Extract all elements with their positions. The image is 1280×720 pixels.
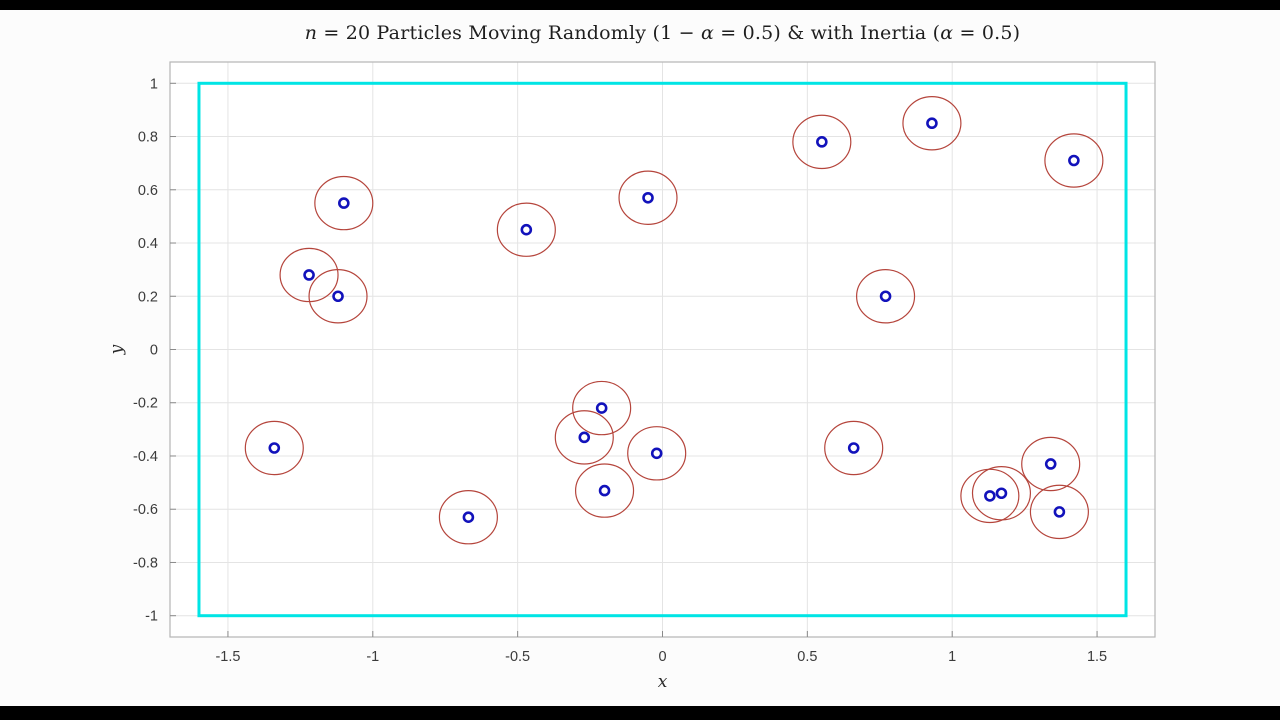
x-tick-label: 1 <box>948 649 956 665</box>
particle-marker <box>879 290 892 303</box>
y-axis-label: y <box>107 344 127 355</box>
particle-marker <box>268 442 281 454</box>
interaction-radius-circle <box>618 170 678 225</box>
title-segment: = 0.5) & with Inertia ( <box>714 22 941 44</box>
title-segment: = 0.5) <box>953 22 1021 44</box>
interaction-radius-circle <box>1021 436 1081 492</box>
particle-marker <box>338 197 350 209</box>
y-tick-label: 0.6 <box>138 183 158 199</box>
particle-marker <box>520 223 533 236</box>
interaction-radius-circle <box>856 269 916 324</box>
particle-marker <box>1068 154 1080 167</box>
figure: n = 20 Particles Moving Randomly (1 − α … <box>0 10 1280 706</box>
y-tick-label: 0.4 <box>138 236 158 252</box>
particle-marker <box>462 511 475 524</box>
y-tick-label: -0.6 <box>133 502 158 518</box>
interaction-radius-circle <box>496 202 556 257</box>
interaction-radius-circle <box>627 426 687 481</box>
particle-marker <box>847 442 860 454</box>
particle-marker <box>332 290 344 303</box>
domain-boundary <box>197 81 1128 618</box>
interaction-radius-circle <box>902 96 962 151</box>
title-segment: = 20 Particles Moving Randomly (1 − <box>317 22 701 44</box>
title-segment: α <box>940 22 954 44</box>
interaction-radius-circle <box>308 269 368 324</box>
particle-marker <box>303 269 315 281</box>
interaction-radius-circle <box>244 420 304 476</box>
particle-plot: -1.5 -1 -0.5 0 0.5 1 1.5 -1 -0.8 -0.6 -0.4 -0.2 0 0.2… <box>107 61 1156 692</box>
interaction-radius-circle <box>792 114 852 170</box>
y-tick-label: 0 <box>150 343 158 359</box>
x-tick-label: 0.5 <box>797 649 817 665</box>
x-tick-label: -1.5 <box>215 649 240 665</box>
interaction-radius-circle <box>314 175 374 231</box>
particle-marker <box>1053 506 1066 518</box>
particle-marker <box>1044 458 1057 470</box>
y-tick-label: 0.8 <box>138 130 158 146</box>
y-tick-label: -1 <box>145 609 158 625</box>
chart-title: n = 20 Particles Moving Randomly (1 − α … <box>170 22 1155 44</box>
y-tick-label: -0.4 <box>133 449 158 465</box>
title-segment: α <box>700 22 714 44</box>
particle-marker <box>984 490 996 502</box>
interaction-radius-circle <box>438 489 498 545</box>
interaction-radius-circle <box>572 380 632 436</box>
x-tick-label: 1.5 <box>1087 649 1107 665</box>
y-tick-label: 0.2 <box>138 289 158 305</box>
y-tick-label: -0.8 <box>133 555 158 571</box>
letterbox-top <box>0 0 1280 10</box>
particle-marker <box>816 136 828 148</box>
y-tick-label: -0.2 <box>133 396 158 412</box>
particle-marker <box>926 117 938 130</box>
interaction-radius-circle <box>574 463 635 518</box>
interaction-radius-circle <box>1029 484 1089 540</box>
x-tick-label: -1 <box>366 649 379 665</box>
letterbox-bottom <box>0 706 1280 720</box>
y-tick-label: 1 <box>150 76 158 92</box>
particle-marker <box>578 431 591 444</box>
x-axis-label: x <box>658 672 668 692</box>
particle-marker <box>595 402 608 414</box>
particle-marker <box>995 487 1008 500</box>
interaction-radius-circle <box>554 410 614 465</box>
interaction-radius-circle <box>971 466 1032 521</box>
particle-marker <box>598 484 611 497</box>
title-segment: n <box>304 22 318 44</box>
x-tick-label: 0 <box>658 649 666 665</box>
particle-marker <box>650 447 663 460</box>
interaction-radius-circle <box>1044 133 1104 188</box>
particle-marker <box>642 191 654 204</box>
interaction-radius-circle <box>824 420 884 476</box>
x-tick-label: -0.5 <box>505 649 530 665</box>
